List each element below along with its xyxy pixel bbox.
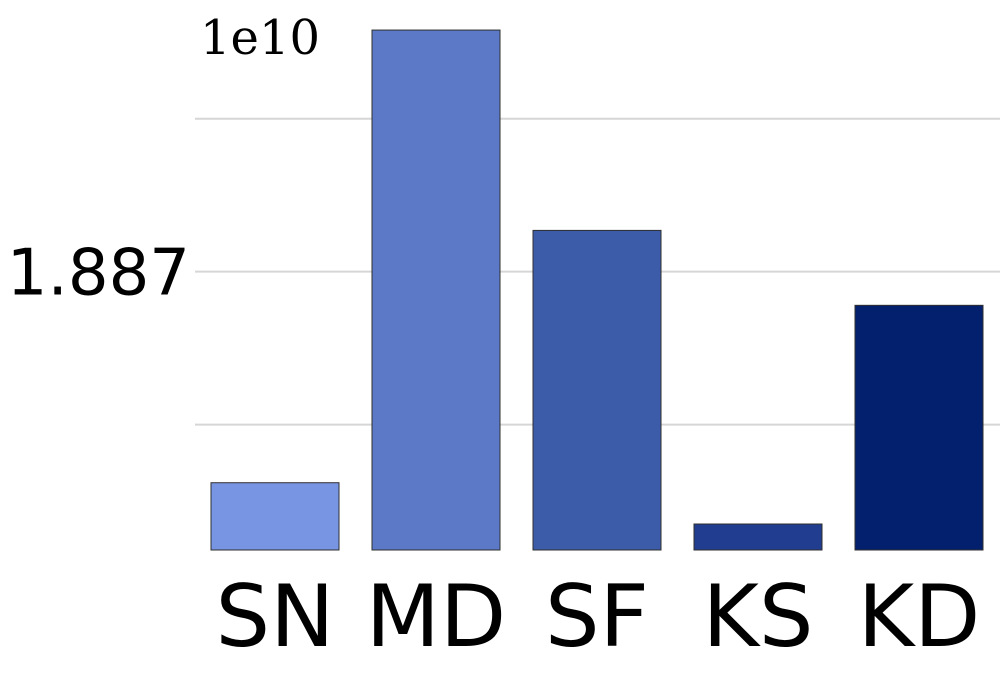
x-axis-ticks: SN MD SF KS KD bbox=[216, 567, 981, 667]
x-tick-label: KD bbox=[858, 567, 981, 667]
bar-sf bbox=[533, 230, 661, 550]
bar-kd bbox=[855, 305, 983, 550]
x-tick-label: SN bbox=[216, 567, 335, 667]
y-tick-label: 1.887 bbox=[7, 237, 190, 311]
bar-sn bbox=[211, 483, 339, 550]
bar-ks bbox=[694, 524, 822, 550]
bar-md bbox=[372, 30, 500, 550]
x-tick-label: KS bbox=[703, 567, 814, 667]
x-tick-label: MD bbox=[366, 567, 506, 667]
bars bbox=[211, 30, 983, 550]
y-axis-ticks: 1.887 bbox=[7, 237, 190, 311]
y-axis-offset-label: 1e10 bbox=[200, 10, 320, 66]
x-tick-label: SF bbox=[545, 567, 649, 667]
